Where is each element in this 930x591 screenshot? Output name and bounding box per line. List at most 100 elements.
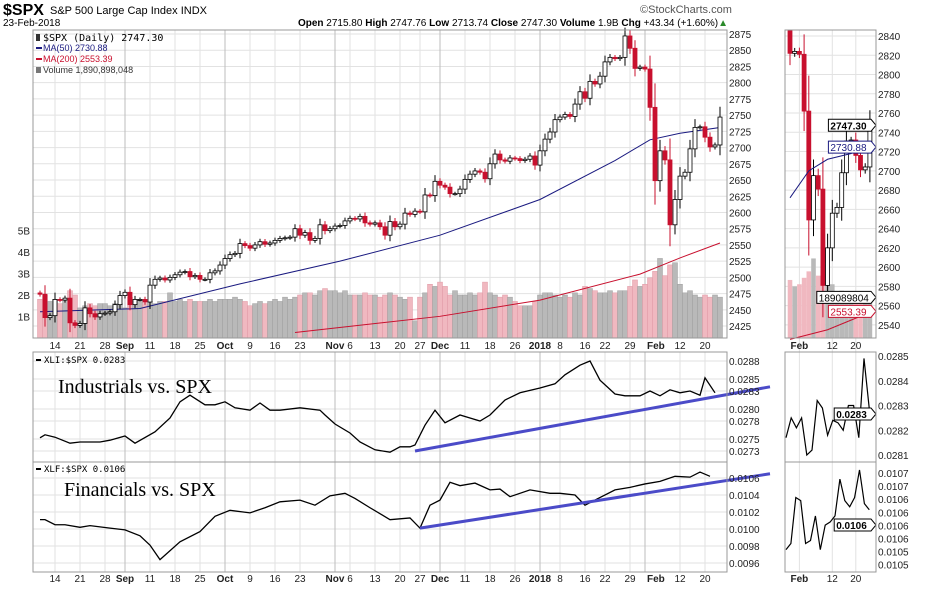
date-tick-label: Sep <box>116 574 134 585</box>
candle-body <box>82 307 88 324</box>
volume-bar <box>257 301 263 339</box>
candle-body <box>122 291 128 296</box>
zoom-financials-frame <box>784 461 877 573</box>
volume-bar <box>552 294 558 339</box>
volume-tick-label: 4B <box>18 248 31 259</box>
candle-body <box>172 274 178 278</box>
price-tick-label: 2725 <box>729 127 752 138</box>
candle-body <box>662 150 668 161</box>
zoom-price-tick-label: 2740 <box>878 128 901 139</box>
date-tick-label: 9 <box>247 341 253 352</box>
zoom-date-tick-label: 20 <box>850 341 862 352</box>
date-tick-label: 25 <box>194 574 206 585</box>
zoom-volume-bar <box>811 258 816 338</box>
date-tick-label: 25 <box>194 341 206 352</box>
candle-body <box>532 155 538 166</box>
volume-bar <box>487 292 493 339</box>
volume-bar <box>232 296 238 339</box>
volume-bar <box>37 299 43 339</box>
candle-body <box>707 136 713 148</box>
price-tick-label: 2675 <box>729 160 752 171</box>
date-tick-label: 13 <box>369 341 381 352</box>
date-tick-label: 11 <box>460 341 471 352</box>
candle-body <box>52 299 58 317</box>
volume-bar <box>412 320 418 339</box>
volume-bar <box>197 301 203 339</box>
volume-tick-label: 3B <box>18 270 31 281</box>
candle-body <box>592 80 598 85</box>
candle-body <box>267 242 273 245</box>
price-tick-label: 2425 <box>729 322 752 333</box>
volume-bar <box>187 299 193 339</box>
volume-bar <box>137 299 143 339</box>
candle-body <box>377 222 383 228</box>
volume-bar <box>357 294 363 339</box>
date-tick-label: 8 <box>557 341 563 352</box>
xlf-tick-label: 0.0098 <box>729 542 760 553</box>
date-tick-label: 18 <box>169 341 181 352</box>
price-tick-label: 2800 <box>729 79 752 90</box>
candle-body <box>522 158 528 161</box>
volume-bar <box>372 294 378 339</box>
date-tick-label: 16 <box>579 341 591 352</box>
last-ma200-label: 2553.39 <box>827 304 877 318</box>
candle-body <box>447 186 453 195</box>
candle-body <box>232 252 238 256</box>
legend-xli: XLI:$SPX 0.0283 <box>44 356 125 366</box>
candle-body <box>322 224 328 232</box>
zoom-xli-tick-label: 0.0284 <box>878 377 909 388</box>
volume-bar <box>602 292 608 339</box>
zoom-volume-bar <box>806 271 812 338</box>
volume-bar <box>367 294 373 339</box>
candle-body <box>457 188 463 195</box>
candle-body <box>697 126 703 129</box>
candle-body <box>92 313 98 318</box>
volume-bar <box>332 290 338 339</box>
zoom-price-tick-label: 2600 <box>878 263 901 274</box>
volume-bar <box>207 299 213 339</box>
volume-bar <box>337 292 343 339</box>
last-ma200-label-box <box>827 304 877 318</box>
candle-body <box>252 244 258 249</box>
volume-bar <box>92 305 98 339</box>
candle-body <box>692 127 698 150</box>
xlf-tick-label: 0.0096 <box>729 559 760 570</box>
volume-bar <box>467 292 473 339</box>
candle-body <box>607 56 613 63</box>
date-tick-label: Dec <box>431 341 450 352</box>
volume-bar <box>472 294 478 339</box>
candle-body <box>57 299 63 301</box>
volume-bar <box>97 303 103 339</box>
date-tick-label: 22 <box>599 341 611 352</box>
candle-body <box>337 225 343 227</box>
industrials-legend: XLI:$SPX 0.0283 Industrials vs. SPX <box>36 356 212 398</box>
volume-bar <box>352 294 358 339</box>
candle-body <box>357 215 363 220</box>
volume-bar <box>507 296 513 339</box>
legend-price: $SPX (Daily) 2747.30 <box>43 33 163 44</box>
legend-xlf: XLF:$SPX 0.0106 <box>44 465 125 475</box>
volume-bar <box>457 294 463 339</box>
date-tick-label: 26 <box>509 574 521 585</box>
date-tick-label: 27 <box>414 574 426 585</box>
candle-body <box>397 223 403 228</box>
volume-bar <box>492 294 498 339</box>
candle-body <box>492 153 498 165</box>
candle-body <box>382 226 388 236</box>
zoom-price-tick-label: 2640 <box>878 225 901 236</box>
date-tick-label: 29 <box>624 341 636 352</box>
zoom-candle-body <box>787 29 793 54</box>
volume-bar <box>572 292 578 339</box>
zoom-candle-body <box>862 166 868 171</box>
date-tick-label: 11 <box>145 341 156 352</box>
volume-bar <box>167 292 173 339</box>
zoom-volume-bar <box>787 279 793 338</box>
financials-annotation: Financials vs. SPX <box>64 479 216 501</box>
candle-body <box>432 180 438 197</box>
volume-tick-label: 5B <box>18 227 31 238</box>
candle-body <box>157 277 163 280</box>
last-xlf-label-box <box>833 518 877 532</box>
candle-body <box>177 271 183 276</box>
zoom-price-tick-label: 2540 <box>878 321 901 332</box>
ma200-line <box>294 242 721 334</box>
